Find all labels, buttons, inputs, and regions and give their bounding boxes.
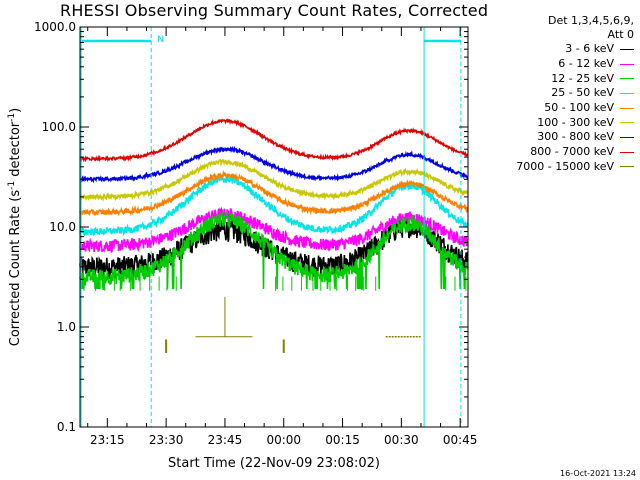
legend-label: 100 - 300 keV [537,115,614,129]
legend-entry: 800 - 7000 keV [474,145,634,160]
series-line [79,158,469,202]
x-tick-label: 00:30 [384,433,419,447]
y-tick-label: 10.0 [49,220,76,234]
legend-label: 25 - 50 keV [551,86,614,100]
series-7 [79,118,469,163]
legend-swatch [620,92,634,94]
legend-entry: 100 - 300 keV [474,115,634,130]
legend-label: 6 - 12 keV [558,57,614,71]
series-2 [79,212,469,291]
series-4 [79,169,469,217]
x-tick-label: 00:00 [266,433,301,447]
y-axis-label: Corrected Count Rate (s-1 detector-1) [7,108,23,346]
series-6 [79,145,469,184]
y-tick-label: 1000.0 [34,20,76,34]
legend-label: 50 - 100 keV [544,101,614,115]
x-tick-label: 00:45 [443,433,478,447]
legend-rows: 3 - 6 keV 6 - 12 keV 12 - 25 keV 25 - 50 ke… [474,42,634,174]
legend-swatch [620,136,634,138]
x-tick-label: 23:15 [90,433,125,447]
y-tick-label: 100.0 [42,120,76,134]
series-line [79,118,469,163]
x-tick-label: 23:30 [149,433,184,447]
y-tick-label: 0.1 [57,420,76,434]
series-layer [79,118,469,353]
legend-swatch [620,107,634,109]
legend-entry: 7000 - 15000 keV [474,160,634,175]
timestamp: 16-Oct-2021 13:24 [560,469,636,478]
marker-label: N [157,35,164,45]
x-axis-label: Start Time (22-Nov-09 23:08:02) [168,456,380,471]
y-tick-label: 1.0 [57,320,76,334]
x-tick-label: 23:45 [208,433,243,447]
legend-entry: 300 - 800 keV [474,130,634,145]
axis-layer: 1000.0 100.0 10.0 1.0 0.1 23:15 23:30 23:45 00:0… [34,20,477,447]
legend-swatch [620,122,634,124]
legend-label: 3 - 6 keV [565,42,614,56]
series-line [79,206,469,254]
legend-label: 300 - 800 keV [537,130,614,144]
legend-swatch [620,151,634,153]
legend-entry: 12 - 25 keV [474,71,634,86]
legend-entry: 6 - 12 keV [474,57,634,72]
series-line [79,212,469,290]
chart-title: RHESSI Observing Summary Count Rates, Co… [60,1,489,20]
series-5 [79,158,469,202]
x-tick-label: 00:15 [325,433,360,447]
series-1 [79,206,469,254]
legend-header-line1: Det 1,3,4,5,6,9, [547,14,634,27]
legend-label: 12 - 25 keV [551,71,614,85]
legend-entry: 3 - 6 keV [474,42,634,57]
legend-swatch [620,48,634,50]
legend-label: 800 - 7000 keV [530,145,614,159]
legend-swatch [620,166,634,168]
legend-swatch [620,78,634,80]
series-8 [165,296,421,353]
legend-header-line2: Att 0 [607,28,634,41]
legend-entry: 25 - 50 keV [474,86,634,101]
legend-swatch [620,63,634,65]
legend-entry: 50 - 100 keV [474,101,634,116]
series-line [79,169,469,217]
legend-label: 7000 - 15000 keV [516,159,614,173]
legend: Det 1,3,4,5,6,9, Att 0 3 - 6 keV 6 - 12 k… [474,14,634,174]
series-line [79,145,469,184]
